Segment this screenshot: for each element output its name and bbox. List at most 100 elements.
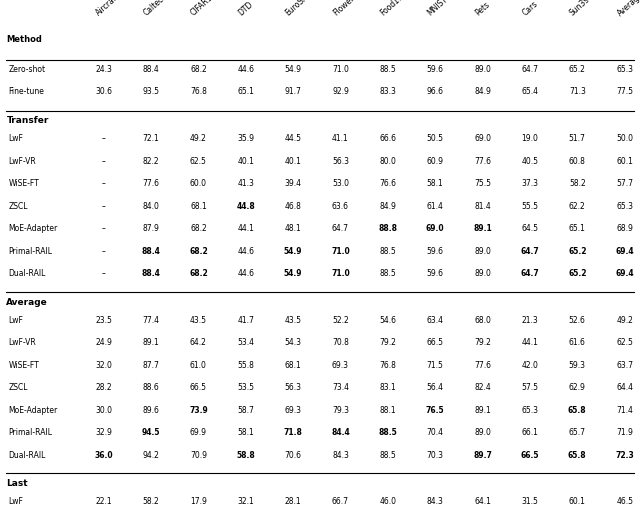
Text: 64.7: 64.7 — [332, 224, 349, 233]
Text: 46.8: 46.8 — [285, 202, 301, 211]
Text: 65.3: 65.3 — [616, 202, 633, 211]
Text: 79.2: 79.2 — [474, 338, 491, 347]
Text: 24.9: 24.9 — [95, 338, 112, 347]
Text: 94.5: 94.5 — [142, 428, 160, 437]
Text: 93.5: 93.5 — [143, 87, 159, 96]
Text: 87.7: 87.7 — [143, 360, 159, 370]
Text: 65.1: 65.1 — [237, 87, 254, 96]
Text: 58.1: 58.1 — [237, 428, 254, 437]
Text: 24.3: 24.3 — [95, 65, 112, 74]
Text: 66.5: 66.5 — [427, 338, 444, 347]
Text: 70.9: 70.9 — [190, 451, 207, 460]
Text: 59.6: 59.6 — [427, 269, 444, 279]
Text: 71.9: 71.9 — [616, 428, 633, 437]
Text: 55.5: 55.5 — [522, 202, 538, 211]
Text: 65.4: 65.4 — [522, 87, 538, 96]
Text: 89.1: 89.1 — [474, 406, 491, 415]
Text: 77.6: 77.6 — [143, 179, 159, 188]
Text: 21.3: 21.3 — [522, 315, 538, 325]
Text: 58.2: 58.2 — [143, 497, 159, 506]
Text: 88.4: 88.4 — [141, 247, 161, 256]
Text: 44.6: 44.6 — [237, 65, 254, 74]
Text: 61.4: 61.4 — [427, 202, 444, 211]
Text: 46.0: 46.0 — [380, 497, 396, 506]
Text: 60.0: 60.0 — [190, 179, 207, 188]
Text: 77.6: 77.6 — [474, 157, 491, 166]
Text: Pets: Pets — [474, 1, 492, 18]
Text: 66.5: 66.5 — [521, 451, 539, 460]
Text: MNIST: MNIST — [426, 0, 450, 18]
Text: 64.7: 64.7 — [522, 65, 538, 74]
Text: LwF-VR: LwF-VR — [8, 157, 36, 166]
Text: Dual-RAIL: Dual-RAIL — [8, 269, 45, 279]
Text: Caltech101: Caltech101 — [142, 0, 180, 18]
Text: 70.6: 70.6 — [285, 451, 301, 460]
Text: 31.5: 31.5 — [522, 497, 538, 506]
Text: 49.2: 49.2 — [190, 134, 207, 143]
Text: 83.3: 83.3 — [380, 87, 396, 96]
Text: 64.5: 64.5 — [522, 224, 538, 233]
Text: Average: Average — [6, 297, 48, 307]
Text: 83.1: 83.1 — [380, 383, 396, 392]
Text: 53.0: 53.0 — [332, 179, 349, 188]
Text: 30.6: 30.6 — [95, 87, 112, 96]
Text: Food101: Food101 — [379, 0, 409, 18]
Text: 88.5: 88.5 — [380, 65, 396, 74]
Text: 41.3: 41.3 — [237, 179, 254, 188]
Text: 80.0: 80.0 — [380, 157, 396, 166]
Text: EuroSAT: EuroSAT — [284, 0, 314, 18]
Text: Fine-tune: Fine-tune — [8, 87, 44, 96]
Text: 89.0: 89.0 — [474, 65, 491, 74]
Text: 56.4: 56.4 — [427, 383, 444, 392]
Text: 69.0: 69.0 — [474, 134, 491, 143]
Text: 76.8: 76.8 — [190, 87, 207, 96]
Text: 62.5: 62.5 — [190, 157, 207, 166]
Text: 62.2: 62.2 — [569, 202, 586, 211]
Text: 22.1: 22.1 — [95, 497, 112, 506]
Text: –: – — [102, 179, 106, 188]
Text: 84.9: 84.9 — [380, 202, 396, 211]
Text: 65.3: 65.3 — [616, 65, 633, 74]
Text: 60.9: 60.9 — [427, 157, 444, 166]
Text: Transfer: Transfer — [6, 116, 49, 125]
Text: 52.6: 52.6 — [569, 315, 586, 325]
Text: 63.7: 63.7 — [616, 360, 633, 370]
Text: 88.4: 88.4 — [143, 65, 159, 74]
Text: 82.4: 82.4 — [474, 383, 491, 392]
Text: 84.3: 84.3 — [332, 451, 349, 460]
Text: 65.1: 65.1 — [569, 224, 586, 233]
Text: 87.9: 87.9 — [143, 224, 159, 233]
Text: 89.0: 89.0 — [474, 428, 491, 437]
Text: 88.5: 88.5 — [380, 247, 396, 256]
Text: 54.9: 54.9 — [285, 65, 301, 74]
Text: 84.4: 84.4 — [331, 428, 350, 437]
Text: Dual-RAIL: Dual-RAIL — [8, 451, 45, 460]
Text: 44.6: 44.6 — [237, 269, 254, 279]
Text: 19.0: 19.0 — [522, 134, 538, 143]
Text: –: – — [102, 269, 106, 279]
Text: 77.5: 77.5 — [616, 87, 633, 96]
Text: 73.4: 73.4 — [332, 383, 349, 392]
Text: 79.3: 79.3 — [332, 406, 349, 415]
Text: 70.3: 70.3 — [427, 451, 444, 460]
Text: 40.1: 40.1 — [237, 157, 254, 166]
Text: 23.5: 23.5 — [95, 315, 112, 325]
Text: 44.5: 44.5 — [285, 134, 301, 143]
Text: 88.8: 88.8 — [378, 224, 397, 233]
Text: 65.2: 65.2 — [569, 65, 586, 74]
Text: 81.4: 81.4 — [474, 202, 491, 211]
Text: 73.9: 73.9 — [189, 406, 208, 415]
Text: CIFAR100: CIFAR100 — [189, 0, 222, 18]
Text: 40.5: 40.5 — [522, 157, 538, 166]
Text: 69.3: 69.3 — [285, 406, 301, 415]
Text: 65.8: 65.8 — [568, 451, 587, 460]
Text: 57.5: 57.5 — [522, 383, 538, 392]
Text: 41.1: 41.1 — [332, 134, 349, 143]
Text: 39.4: 39.4 — [285, 179, 301, 188]
Text: 65.3: 65.3 — [522, 406, 538, 415]
Text: 91.7: 91.7 — [285, 87, 301, 96]
Text: 77.6: 77.6 — [474, 360, 491, 370]
Text: 68.1: 68.1 — [285, 360, 301, 370]
Text: 59.6: 59.6 — [427, 247, 444, 256]
Text: Primal-RAIL: Primal-RAIL — [8, 428, 52, 437]
